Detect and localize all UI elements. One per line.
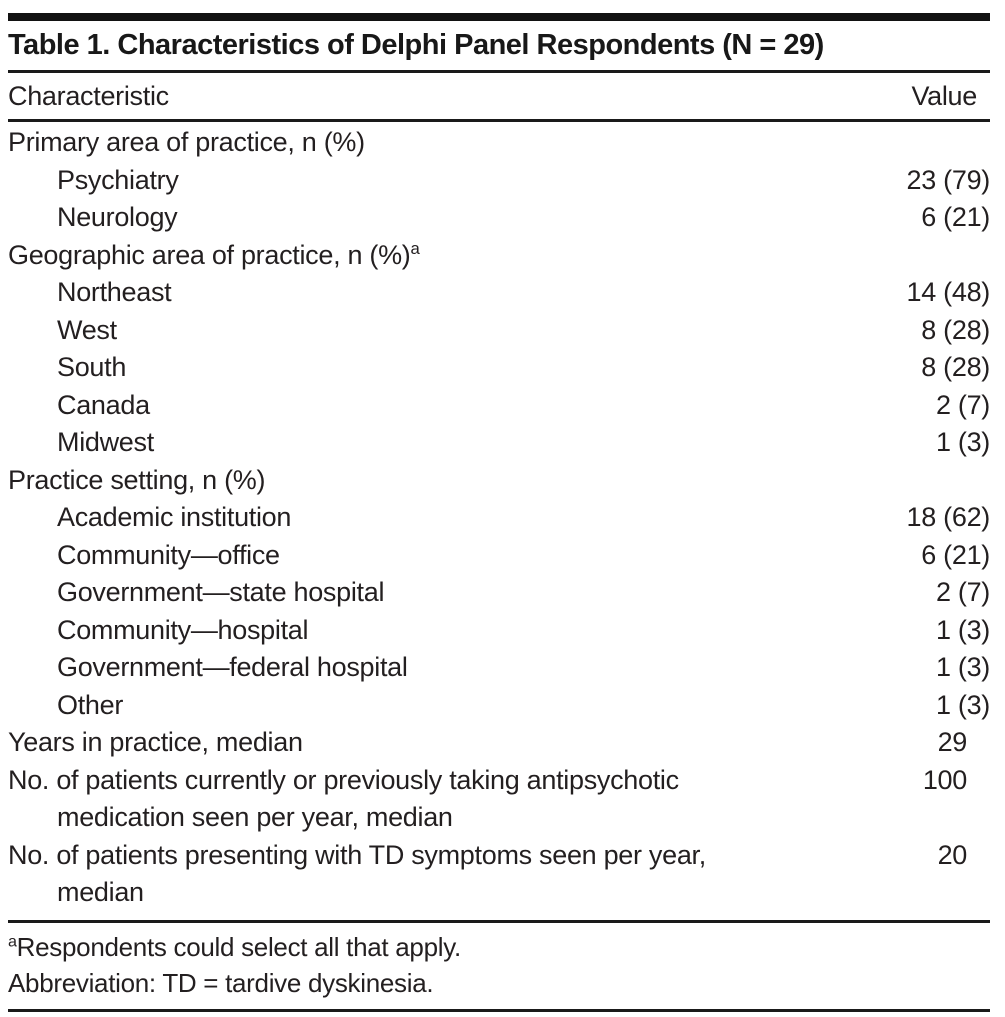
row-label: Psychiatry: [8, 162, 840, 200]
table-row: Midwest 1 (3): [8, 424, 990, 462]
row-value: 1 (3): [935, 427, 990, 457]
table-row: Years in practice, median 29: [8, 724, 990, 762]
row-label: Geographic area of practice, n (%)a: [8, 237, 840, 275]
row-label-text: Government—state hospital: [57, 577, 385, 607]
row-label-text: Other: [57, 689, 124, 720]
footnote-marker: a: [410, 238, 420, 258]
row-label: Community—hospital: [8, 612, 840, 650]
table-row: Primary area of practice, n (%): [8, 124, 990, 162]
row-value: 2 (7): [935, 389, 990, 420]
column-header-characteristic: Characteristic: [8, 81, 169, 111]
row-label-text: Neurology: [57, 202, 178, 232]
footnote-line: Abbreviation: TD = tardive dyskinesia.: [8, 967, 434, 998]
row-value: 6 (21): [921, 202, 990, 232]
row-label-text: Community—hospital: [57, 614, 309, 645]
table-row: No. of patients currently or previously …: [8, 762, 990, 837]
table-body: Primary area of practice, n (%) Psychiatr…: [8, 122, 990, 920]
row-value: 2 (7): [935, 577, 990, 607]
row-label-text: Psychiatry: [57, 164, 179, 195]
row-label: Other: [8, 687, 840, 725]
row-value: 1 (3): [935, 614, 990, 645]
table-top-bar: [8, 13, 990, 21]
row-label-continuation: medication seen per year, median: [57, 802, 453, 832]
row-value: 1 (3): [935, 652, 990, 682]
row-label: Midwest: [8, 424, 840, 462]
table-row: Other 1 (3): [8, 687, 990, 725]
table-row: Canada 2 (7): [8, 387, 990, 425]
row-label-text: Geographic area of practice, n (%)a: [8, 238, 420, 270]
row-label: West: [8, 312, 840, 350]
row-label: Years in practice, median: [8, 724, 840, 762]
row-value: 29: [937, 727, 968, 757]
row-label-text: Government—federal hospital: [57, 652, 408, 682]
row-value: 14 (48): [906, 277, 991, 307]
row-label: No. of patients currently or previously …: [8, 762, 840, 837]
row-value: 18 (62): [906, 502, 991, 532]
title-rule: [8, 70, 990, 73]
table-row: No. of patients presenting with TD sympt…: [8, 837, 990, 912]
table-row: Geographic area of practice, n (%)a: [8, 237, 990, 275]
row-label-text: West: [57, 314, 117, 345]
table-row: Neurology 6 (21): [8, 199, 990, 237]
row-label: Academic institution: [8, 499, 840, 537]
table-row: Community—hospital 1 (3): [8, 612, 990, 650]
table-row: Northeast 14 (48): [8, 274, 990, 312]
row-label: Neurology: [8, 199, 840, 237]
row-label: Practice setting, n (%): [8, 462, 840, 500]
row-value: 100: [922, 764, 967, 795]
row-label-text: Canada: [57, 389, 150, 420]
table-row: Community—office 6 (21): [8, 537, 990, 575]
row-value: 20: [937, 839, 968, 870]
row-value: 8 (28): [921, 314, 990, 345]
row-label-continuation: median: [57, 877, 144, 907]
table-row: Government—state hospital 2 (7): [8, 574, 990, 612]
table-row: Government—federal hospital 1 (3): [8, 649, 990, 687]
row-label-text: No. of patients currently or previously …: [8, 764, 679, 795]
row-label-text: South: [57, 352, 127, 382]
footnotes: aRespondents could select all that apply…: [8, 923, 990, 1009]
row-value: 23 (79): [906, 164, 991, 195]
row-value: 8 (28): [921, 352, 990, 382]
row-label-text: Northeast: [57, 277, 172, 307]
table-row: Psychiatry 23 (79): [8, 162, 990, 200]
footnote-marker: a: [8, 931, 17, 950]
column-header-row: Characteristic Value: [8, 73, 990, 119]
table-row: South 8 (28): [8, 349, 990, 387]
table-row: Practice setting, n (%): [8, 462, 990, 500]
row-label-text: Primary area of practice, n (%): [8, 127, 365, 157]
header-rule: [8, 119, 990, 122]
row-label-text: Midwest: [57, 427, 154, 457]
footnote-line: aRespondents could select all that apply…: [8, 931, 461, 962]
bottom-rule: [8, 1008, 990, 1012]
row-value: 1 (3): [935, 689, 990, 720]
row-label-text: Practice setting, n (%): [8, 464, 266, 495]
row-label: Northeast: [8, 274, 840, 312]
row-label-text: Years in practice, median: [8, 727, 303, 757]
row-label: No. of patients presenting with TD sympt…: [8, 837, 840, 912]
row-label-text: Academic institution: [57, 502, 292, 532]
column-header-value: Value: [911, 81, 977, 111]
row-value: 6 (21): [921, 539, 990, 570]
footnote-rule: [8, 919, 990, 923]
table-title: Table 1. Characteristics of Delphi Panel…: [8, 29, 824, 61]
row-label: Primary area of practice, n (%): [8, 124, 840, 162]
row-label: Government—federal hospital: [8, 649, 840, 687]
row-label: Government—state hospital: [8, 574, 840, 612]
row-label-text: Community—office: [57, 539, 280, 570]
table-row: West 8 (28): [8, 312, 990, 350]
table-row: Academic institution 18 (62): [8, 499, 990, 537]
row-label: South: [8, 349, 840, 387]
row-label-text: No. of patients presenting with TD sympt…: [8, 839, 706, 870]
row-label: Canada: [8, 387, 840, 425]
row-label: Community—office: [8, 537, 840, 575]
